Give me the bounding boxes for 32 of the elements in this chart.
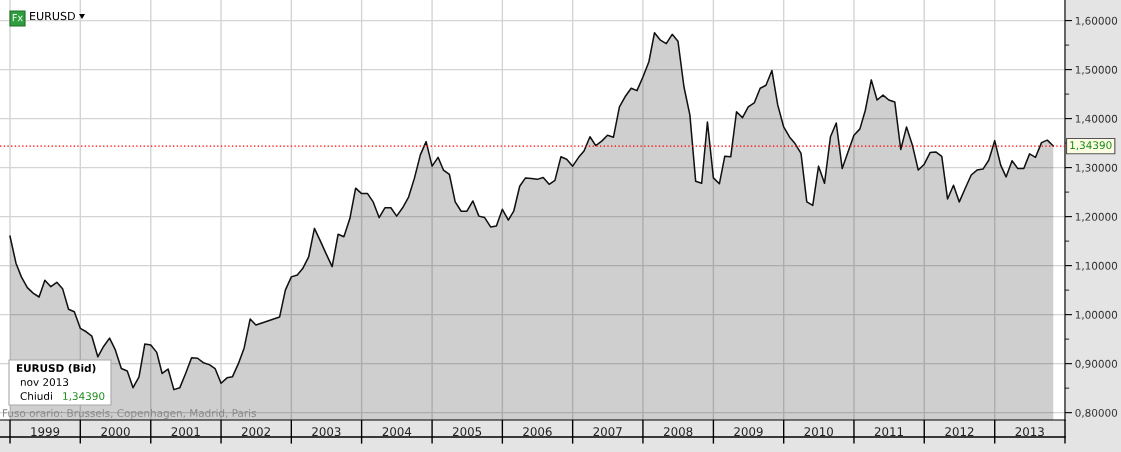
x-tick-label: 2001 — [171, 427, 200, 437]
y-tick-label: 0,90000 — [1075, 359, 1118, 369]
y-tick-label: 0,80000 — [1075, 408, 1118, 418]
x-tick-label: 2004 — [382, 427, 412, 437]
y-tick-label: 1,50000 — [1075, 65, 1118, 75]
x-tick-label: 1999 — [31, 427, 60, 437]
x-tick-label: 2008 — [664, 427, 693, 437]
x-tick-label: 2012 — [945, 427, 974, 437]
x-tick-label: 2000 — [101, 427, 130, 437]
y-tick-label: 1,20000 — [1075, 212, 1118, 222]
y-tick-label: 1,10000 — [1075, 261, 1118, 271]
annotation: 1,34390 — [63, 392, 105, 402]
x-tick-label: 2010 — [804, 427, 833, 437]
x-tick-label: 2006 — [523, 427, 552, 437]
annotation: Fx — [12, 14, 23, 22]
x-tick-label: 2007 — [593, 427, 622, 437]
x-tick-label: 2002 — [241, 427, 270, 437]
x-tick-label: 2013 — [1015, 427, 1044, 437]
y-tick-label: 1,00000 — [1075, 310, 1118, 320]
ref-line-label: 1,34390 — [1070, 141, 1112, 151]
x-tick-label: 2005 — [452, 427, 482, 437]
x-tick-label: 2011 — [874, 427, 903, 437]
y-tick-label: 1,40000 — [1075, 114, 1118, 124]
annotation: Chiudi — [20, 391, 52, 401]
annotation: EURUSD (Bid) — [16, 363, 96, 374]
x-tick-label: 2003 — [312, 427, 341, 437]
y-tick-label: 1,30000 — [1075, 163, 1118, 173]
annotation: Fuso orario: Brussels, Copenhagen, Madrid, Paris — [3, 408, 256, 420]
y-tick-label: 1,60000 — [1075, 16, 1118, 26]
x-tick-label: 2009 — [734, 427, 763, 437]
text: EURUSD — [30, 11, 75, 21]
annotation: nov 2013 — [20, 378, 69, 387]
